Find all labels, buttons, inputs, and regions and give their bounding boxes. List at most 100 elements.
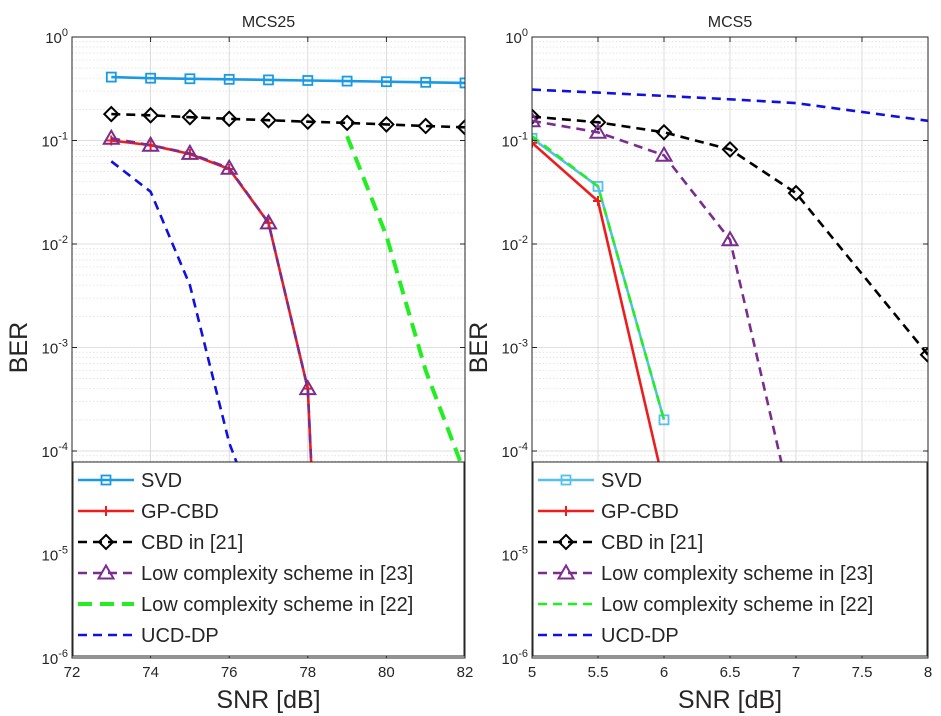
y-tick-label: 10-1: [502, 131, 528, 151]
legend-label-ucd-dp: UCD-DP: [141, 625, 219, 647]
marker-svd: [145, 72, 157, 84]
marker-cbd-in-21: [260, 111, 277, 129]
x-tick-label: 7.5: [852, 664, 873, 681]
y-tick-label: 10-3: [502, 338, 528, 358]
marker-low-complexity-scheme-in-23: [654, 145, 674, 162]
marker-cbd-in-21: [377, 116, 395, 133]
marker-cbd-in-21: [787, 184, 805, 202]
y-tick-label: 10-3: [42, 338, 68, 358]
marker-svd: [420, 76, 432, 88]
marker-svd: [263, 74, 274, 86]
marker-svd: [302, 75, 314, 86]
legend-label-cbd-in-21: CBD in [21]: [601, 532, 703, 554]
marker-cbd-in-21: [142, 106, 160, 124]
marker-cbd-in-21: [721, 141, 739, 158]
marker-svd: [341, 75, 353, 87]
series-line-low-complexity-scheme-in-22: [532, 135, 666, 421]
x-tick-label: 80: [378, 664, 395, 681]
legend-label-gp-cbd: GP-CBD: [601, 501, 679, 523]
marker-svd: [223, 73, 235, 85]
marker-cbd-in-21: [655, 123, 673, 141]
marker-cbd-in-21: [299, 113, 317, 131]
marker-cbd-in-21: [532, 108, 541, 126]
chart-title: MCS5: [708, 14, 753, 31]
x-tick-label: 6: [660, 664, 668, 681]
y-axis-label: BER: [465, 322, 493, 373]
legend-label-low-complexity-scheme-in-22: Low complexity scheme in [22]: [601, 594, 873, 616]
legend-label-gp-cbd: GP-CBD: [141, 501, 219, 523]
y-tick-label: 10-6: [42, 648, 68, 668]
marker-cbd-in-21: [456, 118, 465, 136]
y-tick-label: 10-2: [502, 234, 528, 254]
x-tick-label: 5: [528, 664, 536, 681]
legend: SVD GP-CBD CBD in [21] Low complexity schem…: [72, 461, 465, 657]
marker-low-complexity-scheme-in-23: [720, 230, 740, 247]
marker-low-complexity-scheme-in-23: [219, 158, 239, 175]
x-tick-label: 8: [924, 664, 932, 681]
legend-marker-svd: [100, 474, 112, 486]
legend-label-svd: SVD: [141, 470, 182, 492]
marker-low-complexity-scheme-in-23: [532, 111, 542, 128]
legend-label-low-complexity-scheme-in-23: Low complexity scheme in [23]: [141, 563, 413, 585]
legend-label-low-complexity-scheme-in-22: Low complexity scheme in [22]: [141, 594, 413, 616]
y-axis-label: BER: [5, 322, 33, 373]
marker-cbd-in-21: [220, 110, 238, 128]
marker-cbd-in-21: [919, 346, 928, 364]
marker-cbd-in-21: [338, 114, 356, 132]
y-tick-label: 10-4: [502, 441, 528, 461]
marker-svd: [380, 76, 392, 88]
y-tick-label: 10-5: [502, 545, 528, 565]
legend-marker-low-complexity-scheme-in-23: [96, 563, 116, 580]
legend-box: [72, 461, 465, 657]
series-line-ucd-dp: [532, 88, 928, 123]
chart-mcs5: 5 5.5 6 6.5 7 7.5 8 10-6 10-5 10-4 10-3 10-2 10-1 100…: [465, 14, 932, 714]
marker-svd: [459, 77, 465, 89]
y-tick-label: 10-1: [42, 131, 68, 151]
x-tick-label: 6.5: [720, 664, 741, 681]
legend-marker-gp-cbd: [101, 506, 111, 516]
series-line-low-complexity-scheme-in-22: [345, 135, 465, 475]
y-tick-label: 10-4: [42, 441, 68, 461]
legend-marker-cbd-in-21: [557, 533, 575, 551]
y-tick-label: 100: [45, 27, 68, 47]
y-tick-label: 10-5: [42, 545, 68, 565]
series-group: [102, 71, 465, 475]
marker-low-complexity-scheme-in-23: [588, 122, 608, 139]
legend-box: [532, 461, 928, 657]
series-group: [532, 88, 928, 475]
legend-marker-cbd-in-21: [97, 533, 115, 551]
marker-low-complexity-scheme-in-23: [298, 379, 318, 396]
marker-low-complexity-scheme-in-23: [259, 213, 278, 230]
series-line-ucd-dp: [110, 160, 243, 475]
marker-cbd-in-21: [181, 108, 199, 126]
series-line-cbd-in-21: [532, 115, 928, 356]
legend-label-cbd-in-21: CBD in [21]: [141, 532, 243, 554]
y-tick-label: 100: [505, 27, 528, 47]
chart-mcs25: 72 74 76 78 80 82 10-6 10-5 10-4 10-3 10-2 10-1 100 M…: [5, 14, 473, 714]
x-tick-label: 74: [142, 664, 159, 681]
x-axis-label: SNR [dB]: [678, 686, 782, 714]
marker-cbd-in-21: [417, 117, 435, 135]
series-line-low-complexity-scheme-in-23: [111, 137, 313, 475]
legend-label-low-complexity-scheme-in-23: Low complexity scheme in [23]: [601, 563, 873, 585]
x-axis-label: SNR [dB]: [216, 686, 320, 714]
legend-label-svd: SVD: [601, 470, 642, 492]
legend-marker-svd: [560, 474, 572, 486]
legend-marker-low-complexity-scheme-in-23: [556, 563, 576, 580]
x-tick-label: 5.5: [588, 664, 609, 681]
marker-svd: [592, 181, 604, 192]
legend: SVD GP-CBD CBD in [21] Low complexity schem…: [532, 461, 928, 657]
chart-title: MCS25: [242, 14, 295, 31]
y-tick-label: 10-2: [42, 234, 68, 254]
marker-gp-cbd: [532, 137, 537, 148]
x-tick-label: 82: [457, 664, 474, 681]
marker-cbd-in-21: [589, 113, 607, 131]
marker-svd: [184, 73, 196, 85]
x-tick-label: 78: [299, 664, 316, 681]
x-tick-label: 76: [221, 664, 238, 681]
marker-low-complexity-scheme-in-23: [141, 135, 160, 152]
series-line-low-complexity-scheme-in-23: [532, 119, 786, 475]
series-line-svd: [111, 75, 465, 85]
marker-low-complexity-scheme-in-23: [180, 143, 200, 160]
